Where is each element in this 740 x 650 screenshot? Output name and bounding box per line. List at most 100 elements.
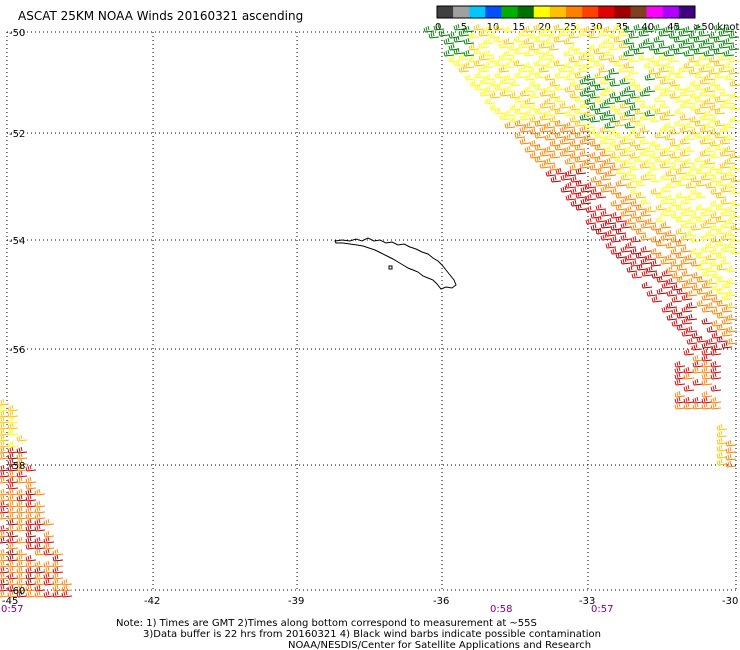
wind-barb [648,55,660,63]
wind-barb [43,578,55,586]
wind-barb [614,119,626,127]
wind-barb [628,43,640,51]
wind-barb [610,235,622,243]
wind-barb [539,89,551,97]
wind-barb [720,209,732,217]
wind-barb [463,61,475,69]
wind-barb [584,133,596,141]
wind-barb [641,281,653,289]
wind-barb [680,209,692,217]
wind-barb [663,49,675,57]
wind-barb [0,506,10,514]
wind-barb [673,47,685,55]
wind-barb [719,161,731,169]
wind-barb [675,167,687,175]
wind-barb [619,149,631,157]
wind-barb [600,233,612,241]
wind-barb [553,23,565,31]
wind-barb [634,83,646,91]
wind-barb [0,554,10,562]
wind-barb [694,131,706,139]
wind-barb [544,85,556,93]
wind-barb [554,119,566,127]
wind-barb [674,372,686,380]
wind-barb [644,73,656,81]
wind-barb [664,85,676,93]
wind-barb [574,131,586,139]
wind-barb [651,271,663,279]
wind-barb [16,470,28,478]
wind-barb [52,554,64,562]
wind-barb [568,31,580,39]
wind-barb [709,163,721,171]
wind-barb [575,191,587,199]
wind-barb [718,41,730,49]
wind-barb [704,97,716,105]
wind-barb [523,61,535,69]
wind-barb [675,215,687,223]
legend-label: 5 [461,22,467,33]
wind-barb [719,125,731,133]
wind-barb [574,119,586,127]
wind-barb [708,67,720,75]
wind-barb [578,65,590,73]
wind-barb [458,53,470,61]
wind-barb [636,263,648,271]
wind-barb [0,476,10,484]
wind-barb [674,143,686,151]
wind-barb [660,197,672,205]
wind-barb [568,43,580,51]
wind-barb [700,233,712,241]
wind-barb [483,61,495,69]
wind-barb [646,289,658,297]
wind-barb [544,133,556,141]
wind-barb [604,97,616,105]
wind-barb [25,500,37,508]
wind-barb [715,227,727,235]
wind-barb [676,323,688,331]
legend-swatch [662,6,680,18]
wind-barb [683,366,695,374]
wind-barb [0,590,10,598]
wind-barb [683,49,695,57]
wind-barb [550,175,562,183]
wind-barb [665,169,677,177]
wind-barb [569,91,581,99]
wind-barb [680,197,692,205]
lon-label: -45 [2,596,18,607]
wind-barb [684,121,696,129]
wind-barb [453,35,465,43]
wind-barb [689,91,701,99]
legend-swatch [501,6,518,18]
wind-barb [573,59,585,67]
wind-barb [52,590,64,598]
wind-barb [716,323,728,331]
lon-label: -36 [433,596,449,607]
legend-label: 15 [512,22,525,33]
wind-barb [624,73,636,81]
wind-barb [595,167,607,175]
wind-barb [613,23,625,31]
wind-barb [16,548,28,556]
wind-barb [524,109,536,117]
wind-barb [493,59,505,67]
wind-barb [560,173,572,181]
wind-barb [519,89,531,97]
legend-label: 35 [616,22,629,33]
wind-barb [711,295,723,303]
wind-barb [549,127,561,135]
wind-barb [706,325,718,333]
wind-barb [564,145,576,153]
wind-barb [726,289,738,297]
wind-barb [654,143,666,151]
wind-barb [669,139,681,147]
wind-barb [674,119,686,127]
map-grid [6,31,737,591]
wind-barb [554,143,566,151]
wind-barb [554,131,566,139]
wind-barb [692,402,704,410]
wind-barb [683,25,695,33]
wind-barb [713,35,725,43]
wind-barb [710,187,722,195]
wind-barb [25,578,37,586]
